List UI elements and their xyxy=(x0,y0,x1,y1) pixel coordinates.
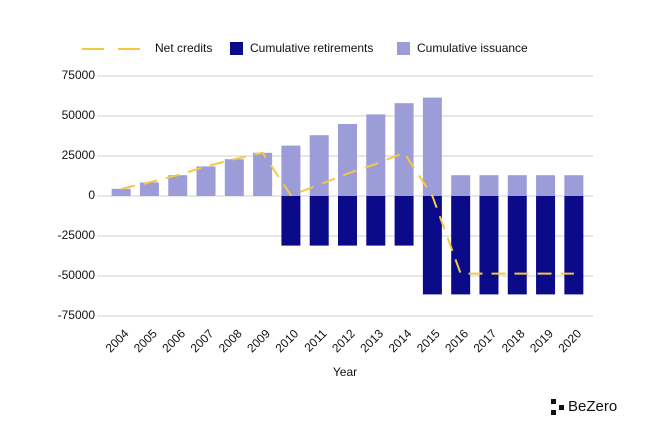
bar xyxy=(281,196,301,246)
bar xyxy=(309,135,329,196)
bar xyxy=(224,159,244,196)
bar xyxy=(338,196,357,246)
bar xyxy=(536,196,556,295)
bar xyxy=(111,188,131,196)
bar xyxy=(451,196,471,295)
legend-swatch xyxy=(397,42,410,55)
bar xyxy=(507,196,527,295)
legend-label: Cumulative retirements xyxy=(250,41,373,55)
y-tick-label: 0 xyxy=(88,188,95,202)
logo-mark xyxy=(551,399,556,404)
bar xyxy=(479,175,499,196)
bar xyxy=(564,175,584,196)
y-tick-label: 50000 xyxy=(62,108,96,122)
line xyxy=(120,151,574,275)
bar xyxy=(253,152,273,196)
legend-label: Cumulative issuance xyxy=(417,41,528,55)
logo-mark xyxy=(551,410,556,415)
bar xyxy=(479,196,499,295)
legend-swatch xyxy=(230,42,243,55)
bar xyxy=(394,196,414,246)
bar xyxy=(536,175,556,196)
bar xyxy=(338,124,357,196)
bar xyxy=(366,196,386,246)
bar xyxy=(309,196,329,246)
bar xyxy=(281,145,301,196)
bar xyxy=(139,182,159,196)
bar xyxy=(168,175,188,196)
bar xyxy=(422,196,442,295)
y-tick-label: -50000 xyxy=(58,268,96,282)
y-tick-label: 75000 xyxy=(62,68,96,82)
logo-mark xyxy=(559,405,564,410)
bar xyxy=(507,175,527,196)
legend-label: Net credits xyxy=(155,41,212,55)
x-axis-label: Year xyxy=(333,365,357,379)
bar xyxy=(366,114,386,196)
bar xyxy=(422,97,442,196)
y-tick-label: -75000 xyxy=(58,308,96,322)
bar xyxy=(196,166,216,196)
y-tick-label: -25000 xyxy=(58,228,96,242)
y-tick-label: 25000 xyxy=(62,148,96,162)
bar xyxy=(394,103,414,196)
bar xyxy=(564,196,584,295)
logo: BeZero xyxy=(551,398,617,415)
logo-text: BeZero xyxy=(568,398,617,415)
bar xyxy=(451,175,471,196)
